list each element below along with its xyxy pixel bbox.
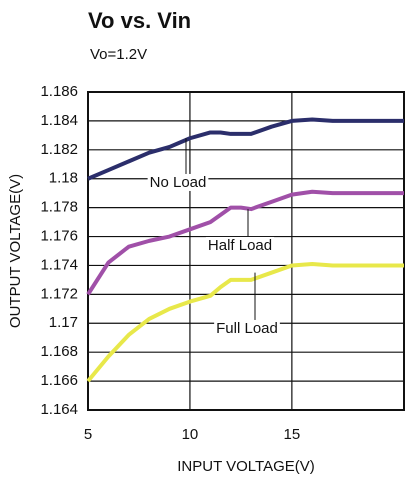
- series-label: Full Load: [216, 320, 278, 337]
- line: [87, 117, 404, 181]
- x-tick-label: 15: [284, 426, 301, 443]
- y-tick-label: 1.17: [49, 314, 78, 331]
- y-tick-label: 1.186: [40, 83, 78, 100]
- y-tick-label: 1.176: [40, 228, 78, 245]
- label-background: [147, 173, 209, 191]
- y-axis-label: OUTPUT VOLTAGE(V): [7, 174, 24, 328]
- label-background: [214, 319, 280, 337]
- y-tick-label: 1.174: [40, 256, 78, 273]
- chart-subtitle: Vo=1.2V: [90, 46, 147, 63]
- y-tick-label: 1.172: [40, 285, 78, 302]
- chart-title: Vo vs. Vin: [88, 8, 191, 33]
- y-tick-label: 1.164: [40, 401, 78, 418]
- series-label: Half Load: [208, 237, 272, 254]
- y-tick-label: 1.178: [40, 199, 78, 216]
- line: [86, 189, 404, 296]
- x-tick-label: 5: [84, 426, 92, 443]
- x-tick-label: 10: [182, 426, 199, 443]
- label-background: [205, 236, 275, 254]
- y-tick-label: 1.182: [40, 141, 78, 158]
- line: [86, 262, 404, 383]
- x-axis-label: INPUT VOLTAGE(V): [177, 458, 315, 475]
- y-tick-label: 1.184: [40, 112, 78, 129]
- y-tick-label: 1.166: [40, 372, 78, 389]
- y-tick-label: 1.18: [49, 170, 78, 187]
- y-tick-label: 1.168: [40, 343, 78, 360]
- plot-frame: [87, 91, 405, 411]
- series-label: No Load: [150, 174, 207, 191]
